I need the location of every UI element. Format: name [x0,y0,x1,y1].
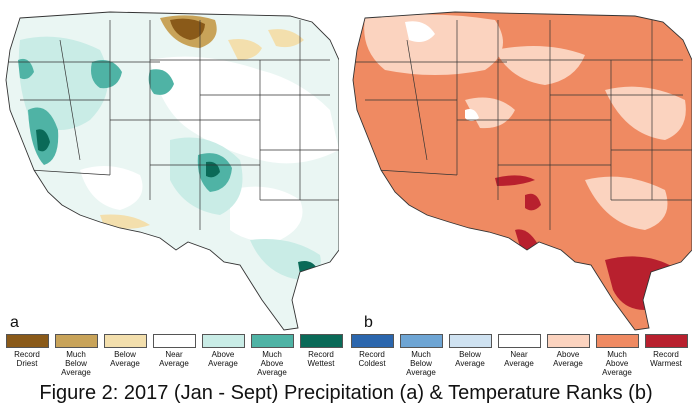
legend-swatch [299,334,343,348]
precipitation-map-graphic [5,11,339,331]
legend-label: Near Average [504,350,534,368]
legend-item: Near Average [496,334,542,368]
legend-item: Near Average [151,334,197,368]
legend-item: Much Above Average [249,334,295,377]
legend-item: Record Coldest [349,334,395,368]
legend-swatch [448,334,492,348]
legend-label: Above Average [553,350,583,368]
legend-item: Record Driest [4,334,50,368]
legend-swatch [5,334,49,348]
legend-swatch [644,334,688,348]
legend-label: Record Warmest [650,350,682,368]
legend-label: Record Coldest [358,350,386,368]
legend-swatch [595,334,639,348]
legend-item: Record Wettest [298,334,344,368]
legend-label: Near Average [159,350,189,368]
legend-item: Much Below Average [398,334,444,377]
legend-item: Much Below Average [53,334,99,377]
precipitation-map [0,0,339,335]
legend-item: Much Above Average [594,334,640,377]
legend-label: Much Below Average [406,350,436,377]
legend-label: Much Below Average [61,350,91,377]
legend-swatch [497,334,541,348]
legend-item: Below Average [102,334,148,368]
legend-swatch [399,334,443,348]
legend-swatch [103,334,147,348]
legend-label: Record Driest [14,350,40,368]
legend-swatch [546,334,590,348]
legend: Record Driest Much Below Average Below A… [0,334,692,380]
figure-caption: Figure 2: 2017 (Jan - Sept) Precipitatio… [39,382,653,404]
legend-swatch [250,334,294,348]
legend-swatch [54,334,98,348]
temperature-map [345,0,692,335]
legend-label: Below Average [110,350,140,368]
legend-label: Much Above Average [602,350,632,377]
legend-item: Record Warmest [643,334,689,368]
legend-item: Above Average [200,334,246,368]
legend-swatch [201,334,245,348]
legend-swatch [152,334,196,348]
legend-label: Record Wettest [307,350,335,368]
panel-a-letter: a [10,314,19,331]
legend-label: Above Average [208,350,238,368]
legend-swatch [350,334,394,348]
legend-item: Below Average [447,334,493,368]
legend-item: Above Average [545,334,591,368]
temperature-map-graphic [352,11,692,331]
legend-label: Much Above Average [257,350,287,377]
legend-label: Below Average [455,350,485,368]
panel-b-letter: b [364,314,373,331]
